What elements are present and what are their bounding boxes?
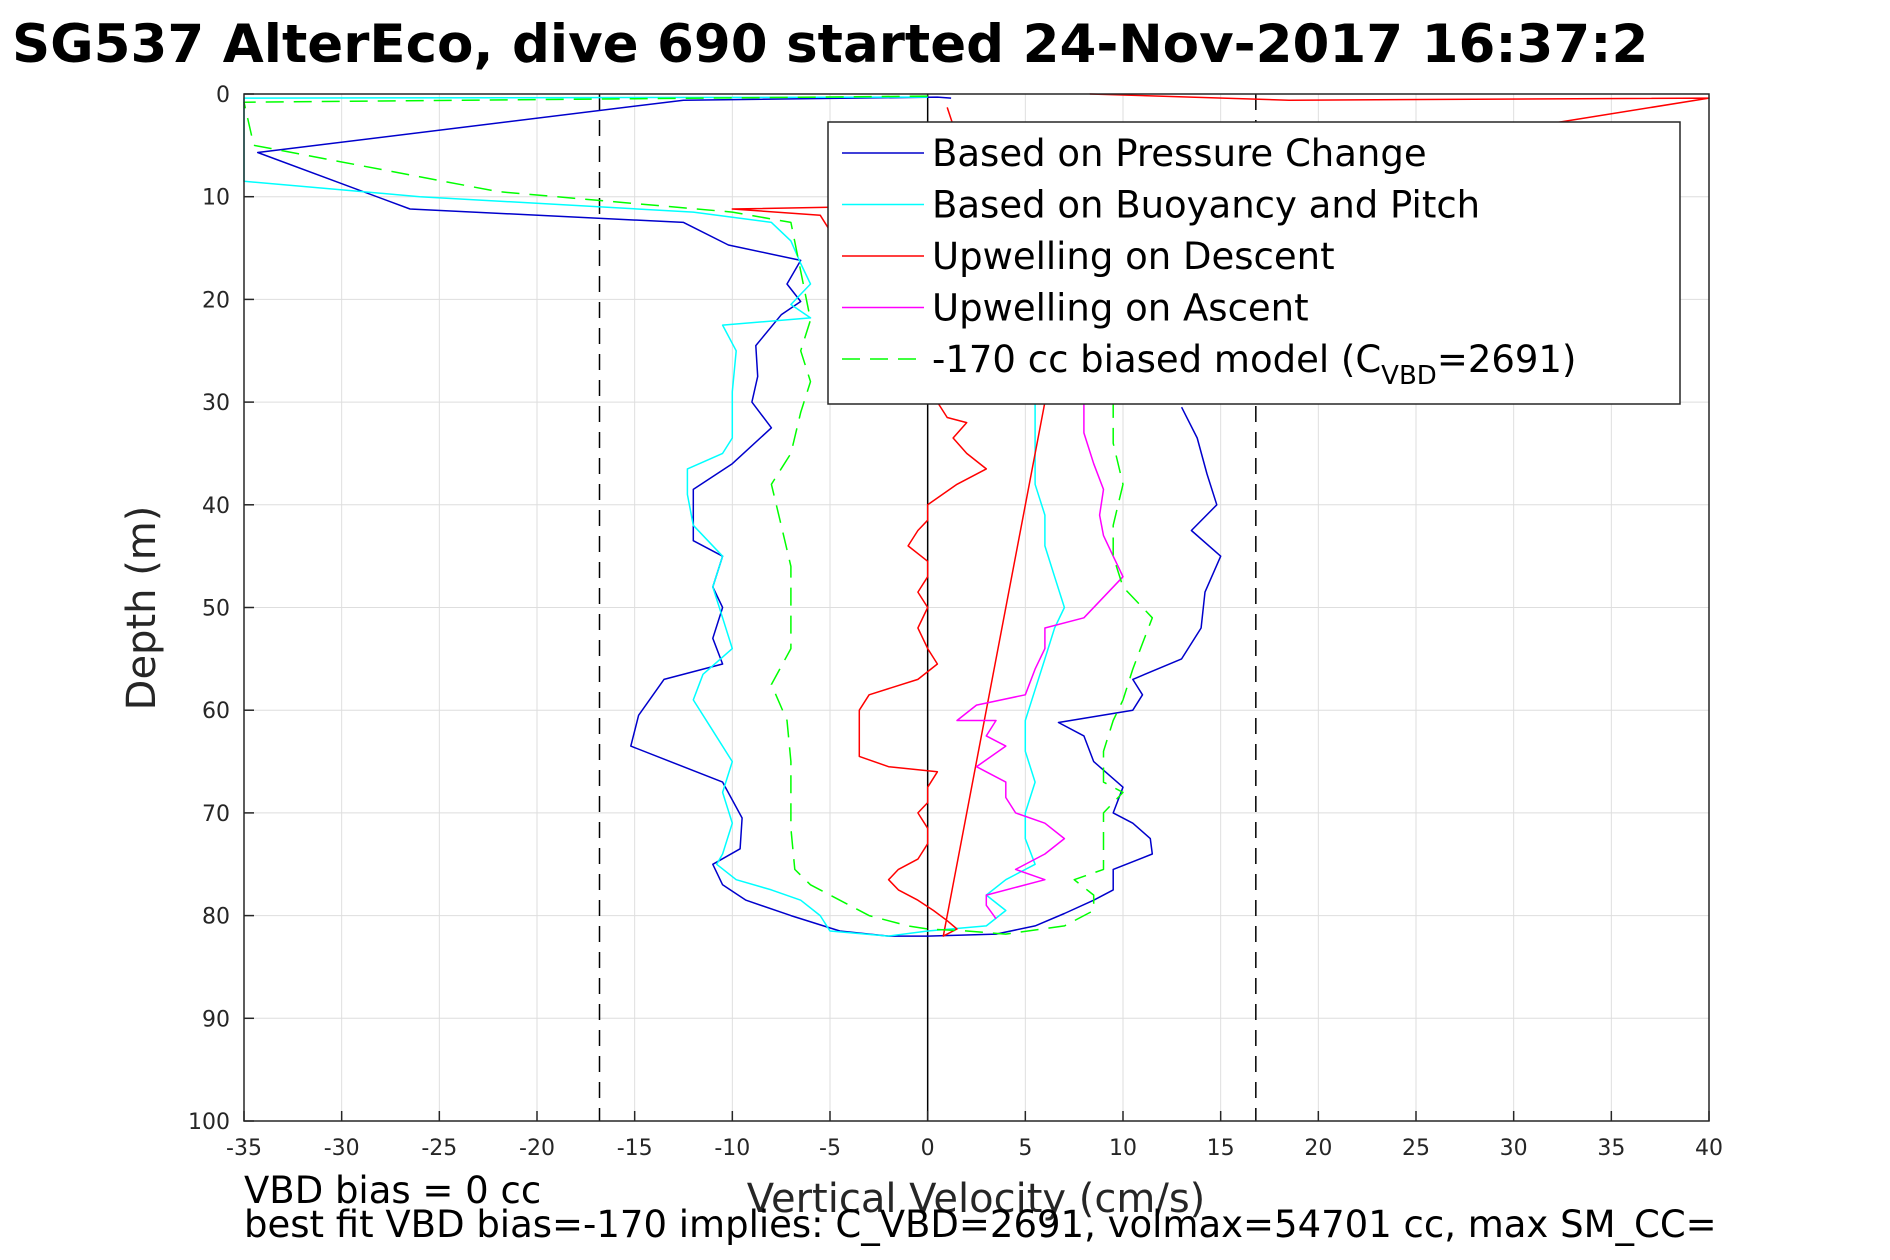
y-axis: 0 10 20 30 40 50 60 70 80 90 100 — [188, 83, 254, 1135]
y-tick-label: 100 — [188, 1110, 230, 1135]
legend-label: -170 cc biased model (CVBD=2691) — [932, 338, 1576, 391]
series-line-upwelling-on-ascent — [956, 402, 1124, 920]
y-tick-label: 40 — [202, 494, 230, 519]
y-tick-label: 10 — [202, 186, 230, 211]
x-tick-label: 30 — [1500, 1136, 1528, 1161]
x-tick-label: 5 — [1018, 1136, 1032, 1161]
y-tick-label: 20 — [202, 288, 230, 313]
legend-box — [827, 121, 1681, 405]
y-tick-label: 0 — [216, 83, 230, 108]
x-tick-label: 25 — [1402, 1136, 1430, 1161]
x-tick-label: -15 — [617, 1136, 653, 1161]
legend-label: Upwelling on Descent — [932, 235, 1335, 278]
x-axis: -35 -30 -25 -20 -15 -10 -5 0 5 10 15 20 25 30 35 40 — [226, 1111, 1723, 1161]
x-tick-label: 15 — [1207, 1136, 1235, 1161]
series-line-based-on-buoyancy-and-pitch — [243, 96, 1066, 937]
legend-label: Based on Buoyancy and Pitch — [932, 184, 1480, 227]
legend: Based on Pressure Change Based on Buoyanc… — [827, 121, 1681, 405]
x-tick-label: -25 — [421, 1136, 457, 1161]
y-tick-label: 80 — [202, 905, 230, 930]
x-tick-label: 20 — [1304, 1136, 1332, 1161]
chart-title: SG537 AlterEco, dive 690 started 24-Nov-… — [12, 14, 1648, 75]
x-tick-label: 40 — [1695, 1136, 1723, 1161]
best-fit-note: best fit VBD bias=-170 implies: C_VBD=26… — [244, 1203, 1717, 1246]
y-tick-label: 50 — [202, 597, 230, 622]
x-tick-label: -30 — [324, 1136, 360, 1161]
x-tick-label: -5 — [819, 1136, 841, 1161]
x-tick-label: 0 — [921, 1136, 935, 1161]
y-tick-label: 60 — [202, 699, 230, 724]
series-line-170-cc-biased-model-c-vbd-2691 — [243, 95, 1154, 935]
x-axis-label: Vertical Velocity (cm/s) — [747, 1176, 1206, 1222]
x-tick-label: -35 — [226, 1136, 262, 1161]
x-tick-label: 35 — [1597, 1136, 1625, 1161]
y-tick-label: 90 — [202, 1007, 230, 1032]
x-tick-label: -10 — [714, 1136, 750, 1161]
x-tick-label: -20 — [519, 1136, 555, 1161]
y-axis-label: Depth (m) — [119, 506, 165, 711]
legend-label: Based on Pressure Change — [932, 132, 1427, 175]
vbd-bias-note: VBD bias = 0 cc — [244, 1169, 541, 1212]
legend-label: Upwelling on Ascent — [932, 287, 1309, 330]
x-tick-label: 10 — [1109, 1136, 1137, 1161]
y-tick-label: 70 — [202, 802, 230, 827]
y-tick-label: 30 — [202, 391, 230, 416]
